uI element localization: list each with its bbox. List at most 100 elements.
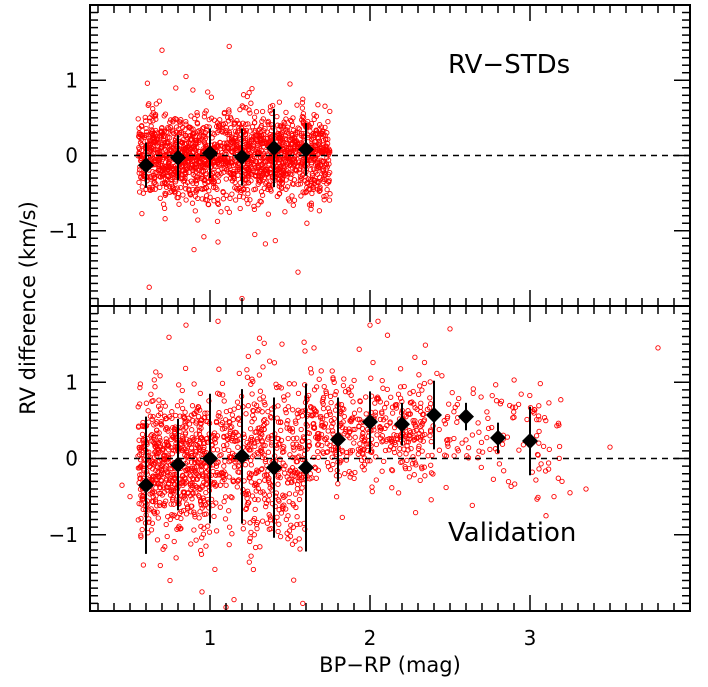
- scatter-point: [311, 387, 318, 393]
- scatter-point: [215, 459, 221, 465]
- scatter-point: [328, 418, 335, 424]
- scatter-point: [288, 118, 295, 125]
- scatter-point: [533, 477, 539, 483]
- scatter-point: [377, 425, 383, 431]
- scatter-point: [508, 483, 514, 490]
- scatter-point: [147, 491, 153, 497]
- scatter-point: [315, 179, 321, 185]
- scatter-point: [314, 143, 320, 149]
- scatter-point: [282, 463, 288, 469]
- scatter-point: [324, 412, 330, 419]
- scatter-point: [415, 445, 422, 452]
- scatter-point: [292, 167, 298, 173]
- scatter-point: [230, 431, 236, 437]
- scatter-point: [171, 130, 177, 137]
- scatter-point: [169, 451, 175, 457]
- scatter-point: [172, 412, 179, 419]
- scatter-point: [261, 136, 267, 142]
- scatter-point: [254, 525, 260, 532]
- scatter-point: [180, 489, 186, 495]
- scatter-point: [157, 195, 163, 201]
- y-tick-labels-rv-stds: −1 0 1: [49, 68, 78, 243]
- scatter-point: [265, 211, 272, 217]
- scatter-point: [271, 360, 278, 366]
- scatter-point: [299, 413, 306, 419]
- scatter-point: [276, 498, 282, 504]
- scatter-point: [319, 442, 325, 449]
- scatter-point: [169, 144, 176, 151]
- scatter-point: [240, 490, 246, 497]
- x-tick-labels: 1 2 3: [204, 626, 537, 650]
- scatter-point: [281, 466, 287, 472]
- scatter-point: [218, 452, 224, 458]
- scatter-point: [253, 109, 260, 115]
- scatter-point: [224, 205, 230, 212]
- scatter-point: [156, 435, 163, 441]
- scatter-point: [391, 432, 397, 438]
- scatter-point: [444, 413, 451, 420]
- scatter-point: [202, 176, 208, 183]
- scatter-point: [169, 511, 175, 518]
- scatter-point: [417, 383, 423, 389]
- scatter-point: [254, 144, 260, 151]
- scatter-point: [430, 471, 436, 477]
- scatter-point: [160, 546, 166, 552]
- scatter-point: [283, 132, 289, 139]
- scatter-point: [311, 156, 318, 163]
- scatter-point: [484, 409, 490, 415]
- scatter-point: [493, 398, 500, 404]
- scatter-point: [264, 170, 270, 176]
- scatter-point: [418, 419, 424, 425]
- scatter-point: [188, 459, 195, 465]
- scatter-point: [287, 156, 293, 162]
- scatter-point: [292, 161, 298, 168]
- scatter-point: [384, 436, 390, 443]
- scatter-point: [148, 391, 154, 397]
- scatter-point: [252, 506, 258, 513]
- scatter-point: [138, 515, 144, 522]
- scatter-point: [218, 209, 224, 215]
- scatter-point: [346, 426, 352, 432]
- y-tick-label: 1: [65, 68, 78, 92]
- scatter-point: [267, 481, 273, 487]
- scatter-point: [240, 526, 246, 532]
- scatter-point: [258, 447, 265, 453]
- scatter-point: [277, 474, 283, 481]
- scatter-point: [347, 450, 354, 456]
- scatter-point: [262, 496, 268, 502]
- scatter-point: [311, 420, 317, 427]
- x-tick-label: 2: [364, 626, 377, 650]
- scatter-point: [261, 426, 267, 433]
- scatter-point: [188, 445, 195, 451]
- scatter-point: [147, 138, 154, 144]
- scatter-point: [235, 463, 241, 469]
- scatter-point: [229, 450, 236, 457]
- scatter-point: [166, 334, 172, 340]
- scatter-point: [245, 403, 251, 409]
- scatter-point: [282, 493, 288, 499]
- scatter-point: [194, 121, 201, 127]
- scatter-point: [340, 382, 347, 389]
- scatter-point: [397, 446, 403, 452]
- scatter-point: [275, 481, 281, 487]
- scatter-point: [558, 397, 564, 403]
- scatter-point: [297, 181, 304, 187]
- scatter-point: [316, 164, 322, 171]
- scatter-point: [392, 441, 399, 448]
- scatter-point: [262, 477, 268, 483]
- scatter-point: [254, 138, 260, 144]
- scatter-point: [309, 413, 315, 419]
- scatter-point: [185, 504, 191, 510]
- scatter-point: [397, 384, 404, 390]
- scatter-point: [215, 239, 221, 245]
- scatter-point: [243, 411, 249, 417]
- scatter-point: [189, 403, 196, 409]
- scatter-point: [348, 384, 354, 390]
- scatter-point: [297, 153, 303, 160]
- scatter-point: [228, 457, 234, 464]
- scatter-point: [395, 391, 402, 397]
- scatter-point: [311, 454, 317, 461]
- scatter-point: [178, 480, 185, 487]
- scatter-point: [534, 416, 540, 423]
- scatter-point: [262, 442, 268, 449]
